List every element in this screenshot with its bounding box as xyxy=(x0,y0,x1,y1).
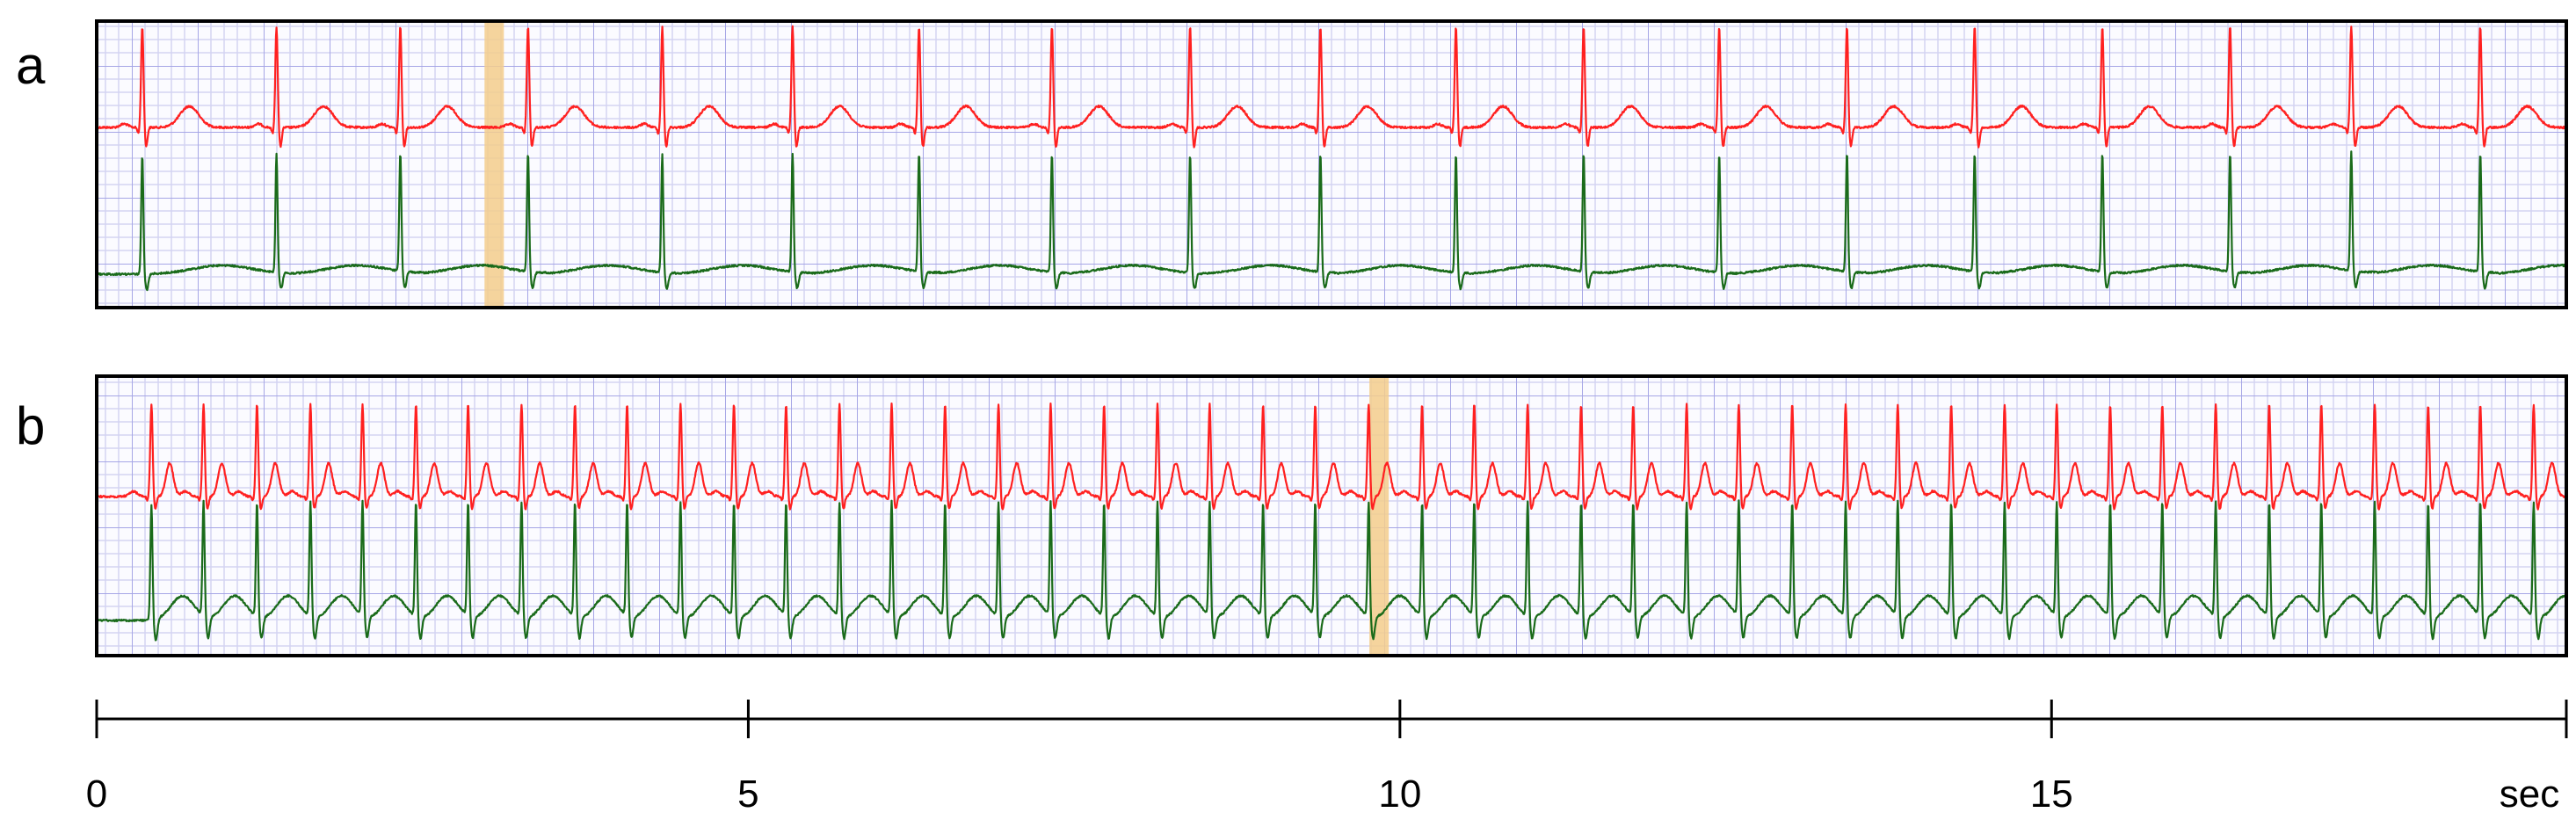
panel-a: a xyxy=(16,19,2568,309)
panel-b-frame xyxy=(95,374,2568,657)
panel-label-b: b xyxy=(16,396,45,455)
time-axis-ticks: 0 5 10 15 xyxy=(86,700,2568,816)
panel-a-bottom-lead-trace xyxy=(96,150,2567,292)
panel-b-traces xyxy=(96,403,2567,642)
panel-b-top-lead-trace xyxy=(96,403,2567,511)
time-axis: 0 5 10 15 sec xyxy=(86,700,2568,816)
time-axis-tick-label-15: 15 xyxy=(2030,773,2073,816)
panel-a-highlight xyxy=(484,21,504,308)
panel-a-traces xyxy=(96,25,2567,292)
panel-b-highlight xyxy=(1369,376,1390,656)
panel-label-a: a xyxy=(16,36,46,95)
panel-a-grid xyxy=(97,21,2566,308)
panel-b-bottom-lead-trace xyxy=(96,499,2567,642)
panel-a-top-lead-trace xyxy=(96,25,2567,149)
time-axis-tick-label-5: 5 xyxy=(737,773,758,816)
panel-b: b xyxy=(16,374,2568,657)
time-axis-tick-label-10: 10 xyxy=(1378,773,1421,816)
time-axis-unit-label: sec xyxy=(2500,773,2559,816)
time-axis-tick-label-0: 0 xyxy=(86,773,107,816)
panel-a-frame xyxy=(95,19,2568,309)
